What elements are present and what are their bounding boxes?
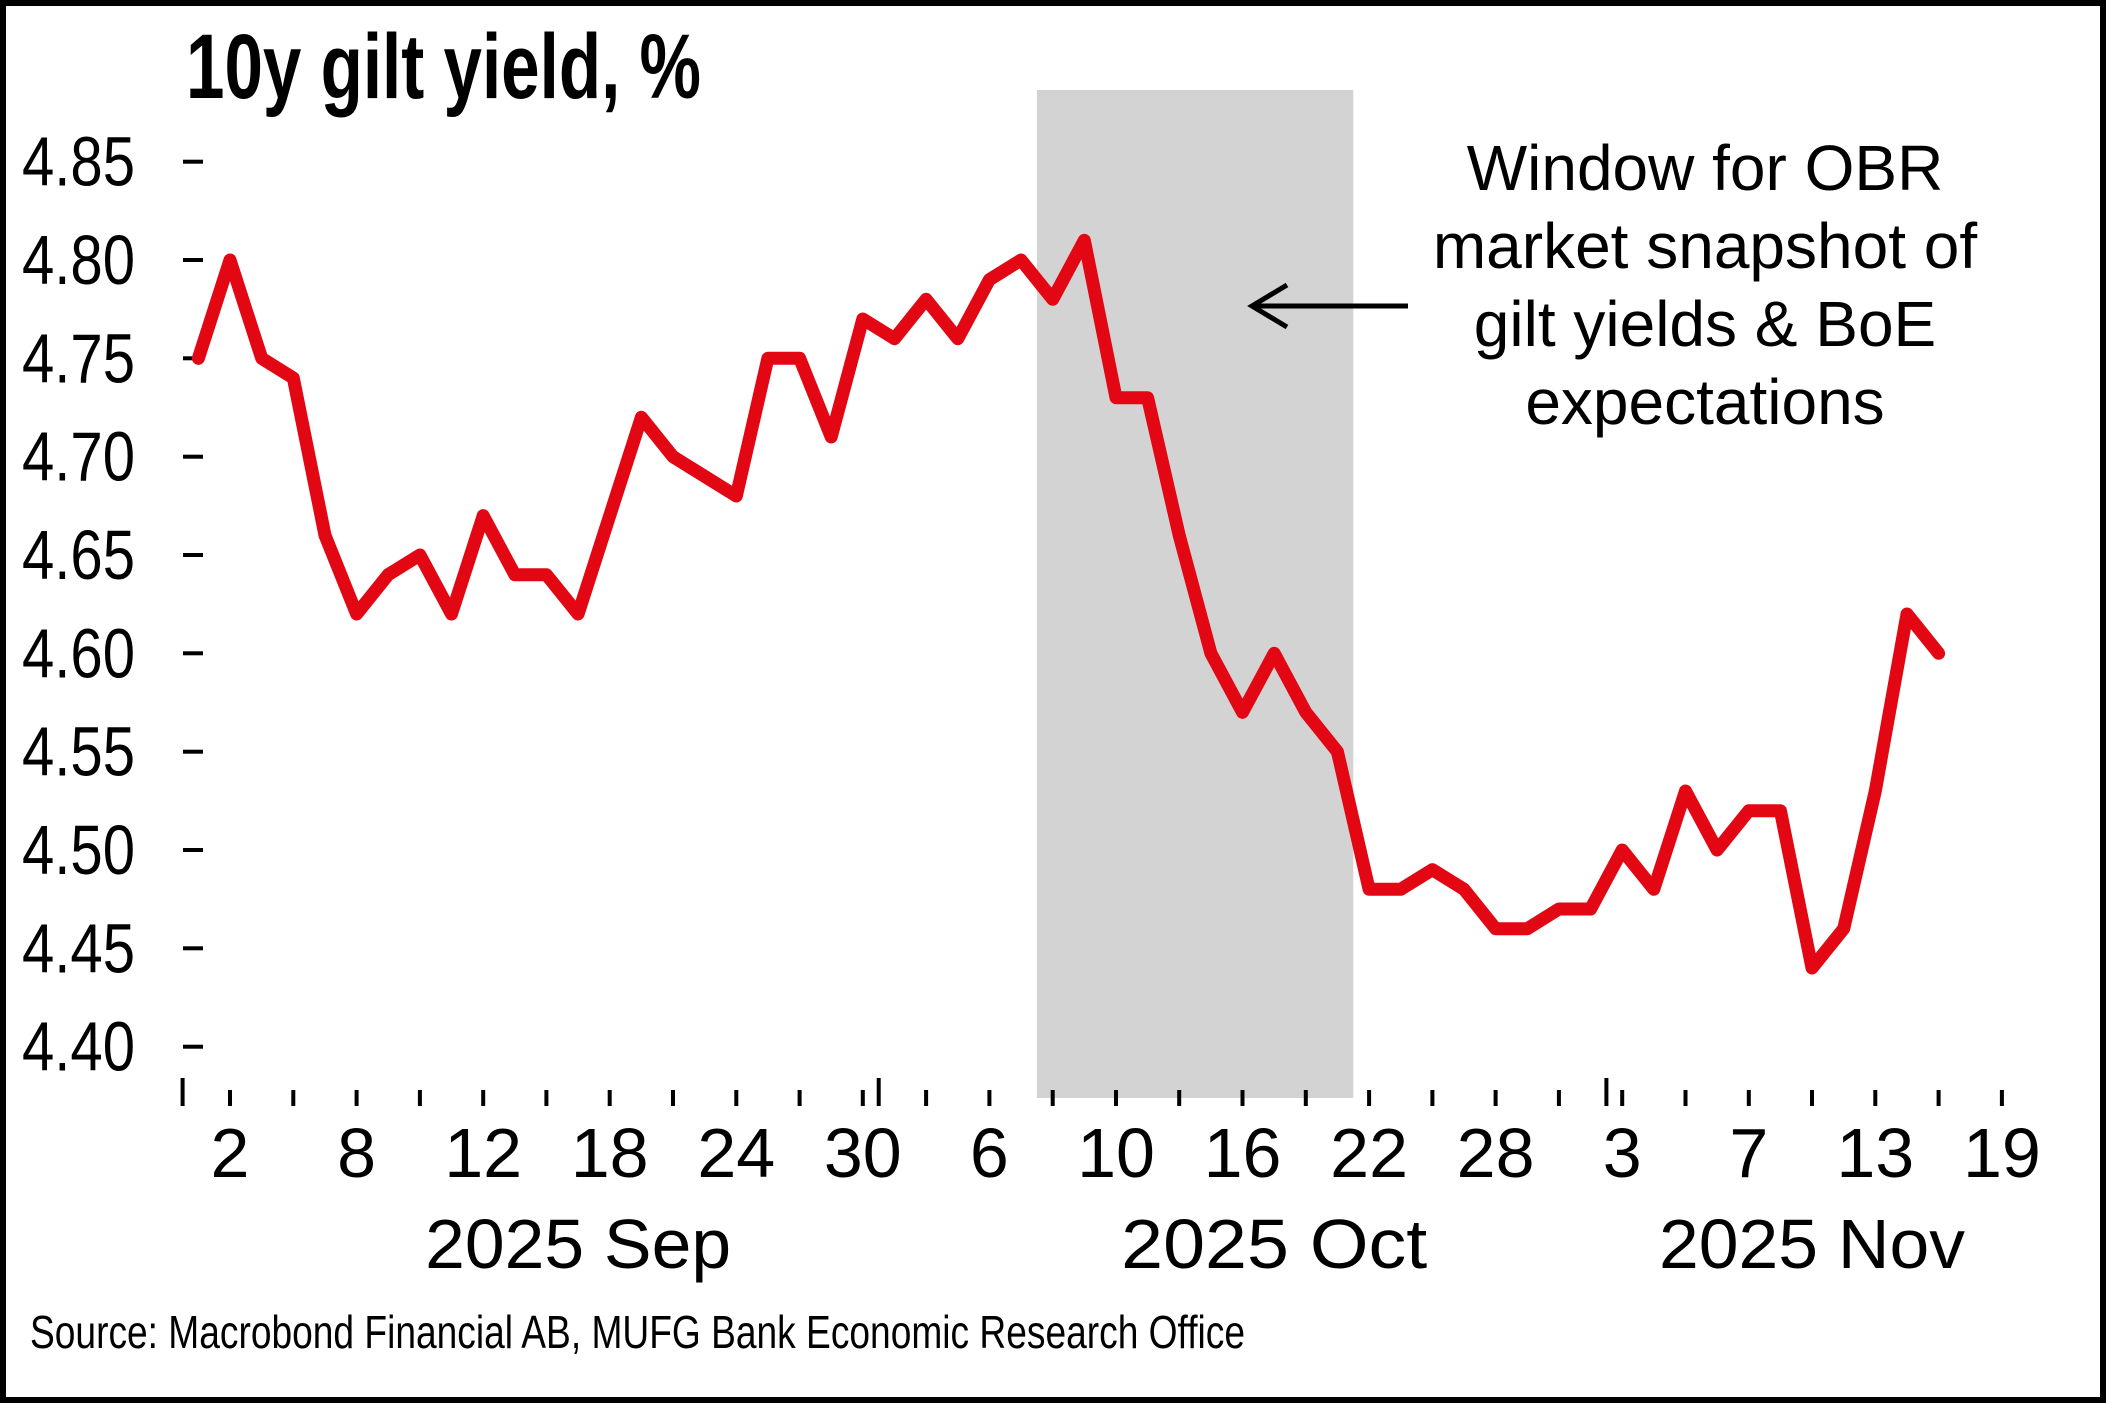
month-label: 2025 Oct (1121, 1205, 1427, 1283)
y-axis-tick-label: 4.65 (22, 516, 135, 594)
x-axis-tick-mark (481, 1090, 486, 1106)
y-axis-tick-label: 4.70 (22, 418, 135, 496)
x-axis-tick-mark (1367, 1090, 1372, 1106)
annotation-text-line-4: expectations (1525, 366, 1884, 438)
y-axis-tick-mark (183, 454, 203, 459)
x-axis-tick-mark (1620, 1090, 1625, 1106)
x-axis-tick-label: 22 (1330, 1114, 1408, 1192)
y-axis-tick-label: 4.85 (22, 123, 135, 201)
x-axis-tick-mark (924, 1090, 929, 1106)
axis-layer: 4.40 4.45 4.50 4.55 4.60 4.65 4.70 4.75 4.80 4.85… (22, 123, 2041, 1283)
y-axis-tick-label: 4.80 (22, 221, 135, 299)
x-axis-tick-label: 7 (1729, 1114, 1768, 1192)
x-axis-tick-mark (1303, 1090, 1308, 1106)
x-axis-tick-mark (1936, 1090, 1941, 1106)
y-axis-tick-label: 4.45 (22, 909, 135, 987)
yield-line-layer (191, 233, 1946, 975)
y-axis-tick-mark (183, 749, 203, 754)
x-axis-tick-label: 8 (337, 1114, 376, 1192)
y-axis-tick-mark (183, 159, 203, 164)
y-axis-tick-label: 4.75 (22, 319, 135, 397)
y-axis-tick-label: 4.55 (22, 713, 135, 791)
yield-line (191, 233, 1946, 975)
y-axis-tick-mark (183, 553, 203, 557)
x-axis-tick-mark (1746, 1090, 1751, 1106)
annotation-block: Window for OBR market snapshot of gilt y… (1247, 132, 1978, 438)
x-axis-tick-label: 6 (970, 1114, 1009, 1192)
x-axis-tick-label: 16 (1204, 1114, 1282, 1192)
y-axis-tick-mark (183, 651, 203, 656)
x-axis-tick-mark (671, 1090, 675, 1106)
x-axis-tick-mark (607, 1090, 612, 1106)
x-axis-tick-mark (417, 1090, 422, 1106)
x-axis-tick-label: 28 (1457, 1114, 1535, 1192)
x-axis-tick-mark (987, 1090, 992, 1106)
x-axis-tick-mark (1050, 1090, 1055, 1106)
x-axis-tick-mark (228, 1090, 232, 1106)
x-axis-tick-mark (291, 1090, 296, 1106)
y-axis-tick-mark (183, 946, 203, 951)
x-axis-tick-mark (1873, 1090, 1878, 1106)
x-axis-tick-label: 12 (444, 1114, 522, 1192)
y-axis-tick-label: 4.50 (22, 811, 135, 889)
y-axis-tick-mark (183, 848, 203, 852)
chart-title: 10y gilt yield, % (186, 16, 701, 118)
x-axis-tick-mark (1683, 1090, 1688, 1106)
x-axis-tick-mark (797, 1090, 802, 1106)
x-axis-tick-mark (1999, 1090, 2004, 1106)
x-axis-tick-mark (734, 1090, 739, 1106)
x-axis-tick-label: 30 (824, 1114, 902, 1192)
x-axis-tick-mark (354, 1090, 359, 1106)
y-axis-tick-mark (183, 258, 203, 262)
annotation-arrow-head (1247, 282, 1289, 330)
month-label: 2025 Nov (1659, 1205, 1965, 1283)
x-axis-month-boundary-tick (876, 1078, 881, 1106)
x-axis-tick-mark (1240, 1090, 1245, 1106)
x-axis-tick-mark (544, 1090, 549, 1106)
annotation-arrow (1247, 282, 1408, 330)
annotation-text-line-3: gilt yields & BoE (1474, 288, 1936, 360)
annotation-text-line-2: market snapshot of (1433, 210, 1978, 282)
annotation-text-line-1: Window for OBR (1467, 132, 1944, 204)
x-axis-tick-mark (1493, 1090, 1498, 1106)
y-axis-tick-label: 4.60 (22, 614, 135, 692)
x-axis-tick-label: 24 (697, 1114, 775, 1192)
x-axis-tick-mark (1810, 1090, 1814, 1106)
x-axis-tick-label: 13 (1836, 1114, 1914, 1192)
x-axis-tick-mark (860, 1090, 865, 1106)
source-note: Source: Macrobond Financial AB, MUFG Ban… (30, 1306, 1245, 1358)
x-axis-tick-label: 18 (571, 1114, 649, 1192)
x-axis-tick-label: 10 (1077, 1114, 1155, 1192)
x-axis-tick-label: 3 (1603, 1114, 1642, 1192)
x-axis-month-boundary-tick (1604, 1078, 1609, 1106)
x-axis-tick-mark (1430, 1090, 1435, 1106)
y-axis-tick-label: 4.40 (22, 1008, 135, 1086)
month-label: 2025 Sep (425, 1205, 731, 1283)
x-axis-tick-label: 2 (211, 1114, 250, 1192)
x-axis-tick-mark (1177, 1090, 1182, 1106)
x-axis-tick-mark (1556, 1090, 1561, 1106)
x-axis-tick-label: 19 (1963, 1114, 2041, 1192)
x-axis-month-boundary-tick (180, 1078, 185, 1106)
y-axis-tick-mark (183, 1044, 203, 1049)
x-axis-tick-mark (1114, 1090, 1118, 1106)
